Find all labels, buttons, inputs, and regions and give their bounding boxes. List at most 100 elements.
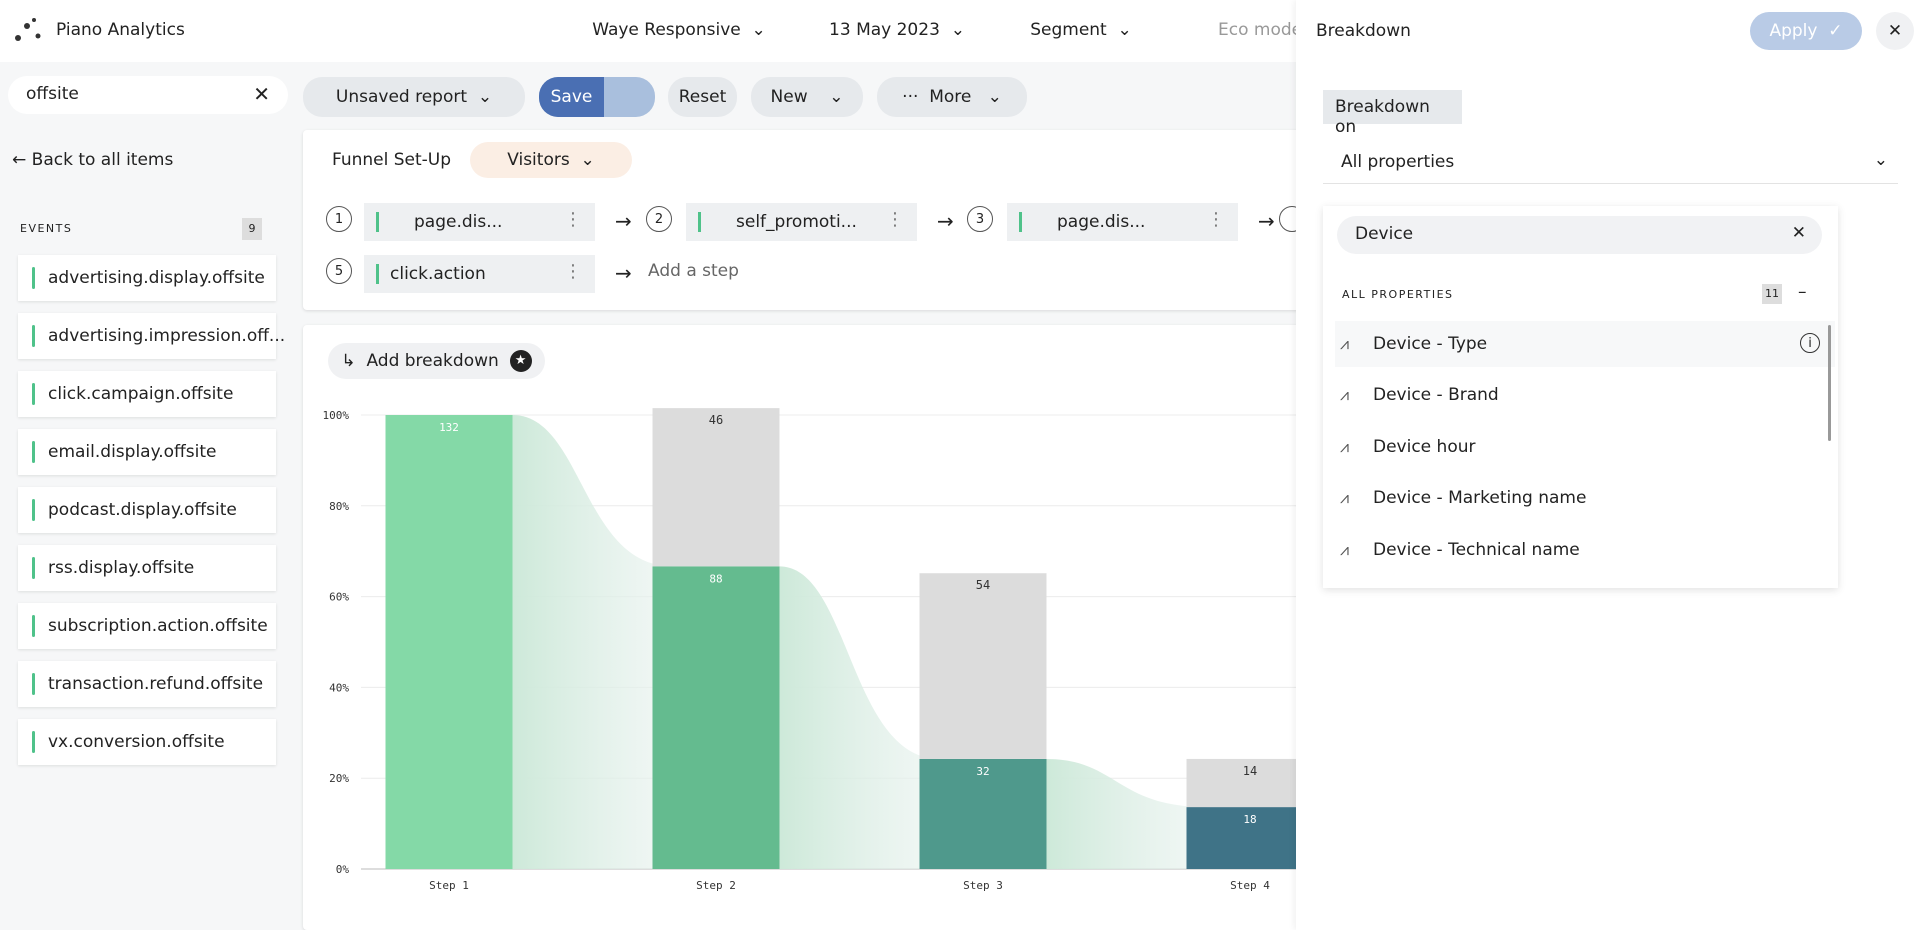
add-breakdown-button[interactable]: ↳ Add breakdown ★ bbox=[328, 343, 545, 379]
bar-converted bbox=[385, 415, 513, 869]
data-label: 32 bbox=[976, 765, 989, 778]
step-number: 1 bbox=[326, 206, 352, 232]
bar-dropped bbox=[1186, 758, 1296, 808]
data-label: 132 bbox=[439, 421, 459, 434]
funnel-title: Funnel Set-Up bbox=[332, 150, 452, 170]
scrollbar bbox=[1828, 325, 1831, 441]
event-item[interactable]: subscription.action.offsite bbox=[18, 603, 276, 649]
bar-converted bbox=[919, 758, 1047, 869]
events-count: 9 bbox=[242, 218, 262, 240]
step-chip[interactable]: page.dis... bbox=[364, 203, 595, 241]
flow bbox=[779, 566, 940, 869]
back-link[interactable]: ← Back to all items bbox=[12, 150, 174, 170]
data-label: 18 bbox=[1243, 813, 1256, 826]
report-button[interactable]: Unsaved report ⌄ bbox=[303, 77, 525, 117]
bar-converted bbox=[652, 566, 780, 869]
breakdown-title: Breakdown bbox=[1316, 21, 1411, 41]
property-search-text: Device bbox=[1355, 224, 1414, 244]
site-selector[interactable]: Waye Responsive ⌄ bbox=[568, 10, 790, 50]
property-icon: ⩘ bbox=[1340, 488, 1350, 508]
event-item[interactable]: vx.conversion.offsite bbox=[18, 719, 276, 765]
x-tick-label: Step 4 bbox=[1230, 879, 1270, 892]
breakdown-on: Breakdown on bbox=[1323, 90, 1462, 137]
property-icon: ⩘ bbox=[1340, 436, 1350, 456]
event-item[interactable]: advertising.display.offsite bbox=[18, 255, 276, 301]
event-item[interactable]: transaction.refund.offsite bbox=[18, 661, 276, 707]
menu: ⋮ bbox=[1207, 209, 1225, 230]
property-item[interactable]: Device - Marketing name bbox=[1373, 488, 1587, 509]
step-chip[interactable]: click.action bbox=[364, 255, 595, 293]
bar-dropped bbox=[919, 573, 1047, 759]
event-item[interactable]: email.display.offsite bbox=[18, 429, 276, 475]
logo-icon bbox=[15, 18, 41, 41]
bar-dropped bbox=[652, 408, 780, 567]
segment: Segment bbox=[1030, 20, 1107, 40]
search-input[interactable]: offsite ✕ bbox=[8, 76, 288, 114]
date-selector[interactable]: 13 May 2023 ⌄ bbox=[803, 10, 991, 50]
data-label: 88 bbox=[709, 572, 722, 585]
add-breakdown: Add breakdown bbox=[366, 351, 499, 371]
property-dropdown bbox=[1323, 206, 1838, 588]
property-icon: ⩘ bbox=[1340, 539, 1350, 559]
menu: ⋮ bbox=[886, 209, 904, 230]
step-chip[interactable]: page.dis... bbox=[1007, 203, 1238, 241]
event-item[interactable]: advertising.impression.off... bbox=[18, 313, 285, 359]
new: New bbox=[770, 87, 808, 107]
property-search[interactable]: Device ✕ bbox=[1337, 216, 1822, 254]
apply-button[interactable]: Apply ✓ bbox=[1750, 12, 1862, 50]
property-item[interactable]: Device hour bbox=[1373, 436, 1476, 457]
x-tick-label: Step 3 bbox=[963, 879, 1003, 892]
property-item[interactable]: Device - Technical name bbox=[1373, 539, 1580, 560]
data-label: 14 bbox=[1243, 764, 1257, 778]
y-tick-label: 60% bbox=[329, 591, 349, 604]
arrow: → bbox=[937, 209, 954, 233]
scope: All properties bbox=[1341, 152, 1455, 172]
scope-select[interactable]: All properties ⌄ bbox=[1323, 140, 1898, 184]
more-button[interactable]: ··· More ⌄ bbox=[877, 77, 1027, 117]
segment-selector[interactable]: Segment ⌄ bbox=[1002, 10, 1160, 50]
new-button[interactable]: New ⌄ bbox=[751, 77, 863, 117]
collapse[interactable]: – bbox=[1798, 282, 1807, 302]
add-step[interactable]: Add a step bbox=[648, 261, 739, 281]
flow bbox=[512, 415, 673, 869]
metric: Visitors bbox=[507, 150, 570, 170]
bar-converted bbox=[1186, 807, 1296, 869]
list-label: ALL PROPERTIES bbox=[1342, 288, 1454, 301]
y-tick-label: 100% bbox=[323, 409, 350, 422]
search-text: offsite bbox=[26, 84, 79, 104]
y-tick-label: 80% bbox=[329, 500, 349, 513]
list-count: 11 bbox=[1762, 284, 1782, 304]
close-button[interactable]: ✕ bbox=[1876, 12, 1914, 50]
x-tick-label: Step 1 bbox=[429, 879, 469, 892]
y-tick-label: 20% bbox=[329, 772, 349, 785]
property-icon: ⩘ bbox=[1340, 385, 1350, 405]
info-icon[interactable]: i bbox=[1800, 333, 1820, 353]
y-tick-label: 0% bbox=[336, 863, 350, 876]
step-number: 5 bbox=[326, 258, 352, 284]
menu: ⋮ bbox=[564, 209, 582, 230]
save-group[interactable]: Save bbox=[539, 77, 655, 117]
funnel-chart: 0% 20% 40% 60% 80% 100% Step 1 132 Step 2 88 46 Ste… bbox=[323, 408, 1296, 892]
report: Unsaved report bbox=[335, 87, 468, 107]
logo: Piano Analytics bbox=[56, 20, 185, 40]
event-item[interactable]: rss.display.offsite bbox=[18, 545, 276, 591]
data-label: 46 bbox=[709, 413, 723, 427]
y-tick-label: 40% bbox=[329, 681, 349, 694]
site: Waye Responsive bbox=[592, 20, 741, 40]
eco-mode[interactable]: Eco mode bbox=[1218, 20, 1303, 40]
property-item[interactable]: Device - Type bbox=[1335, 321, 1835, 367]
flow bbox=[1046, 758, 1207, 869]
event-item[interactable]: click.campaign.offsite bbox=[18, 371, 276, 417]
more: More bbox=[929, 87, 972, 107]
arrow: → bbox=[615, 261, 632, 285]
property-item[interactable]: Device - Brand bbox=[1373, 385, 1499, 406]
event-item[interactable]: podcast.display.offsite bbox=[18, 487, 276, 533]
metric-chip[interactable]: Visitors ⌄ bbox=[470, 142, 632, 178]
save[interactable]: Save bbox=[539, 77, 604, 117]
step-chip[interactable]: self_promoti... bbox=[686, 203, 917, 241]
apply: Apply bbox=[1769, 21, 1818, 41]
arrow: → bbox=[615, 209, 632, 233]
x-tick-label: Step 2 bbox=[696, 879, 736, 892]
reset[interactable]: Reset bbox=[668, 77, 737, 117]
